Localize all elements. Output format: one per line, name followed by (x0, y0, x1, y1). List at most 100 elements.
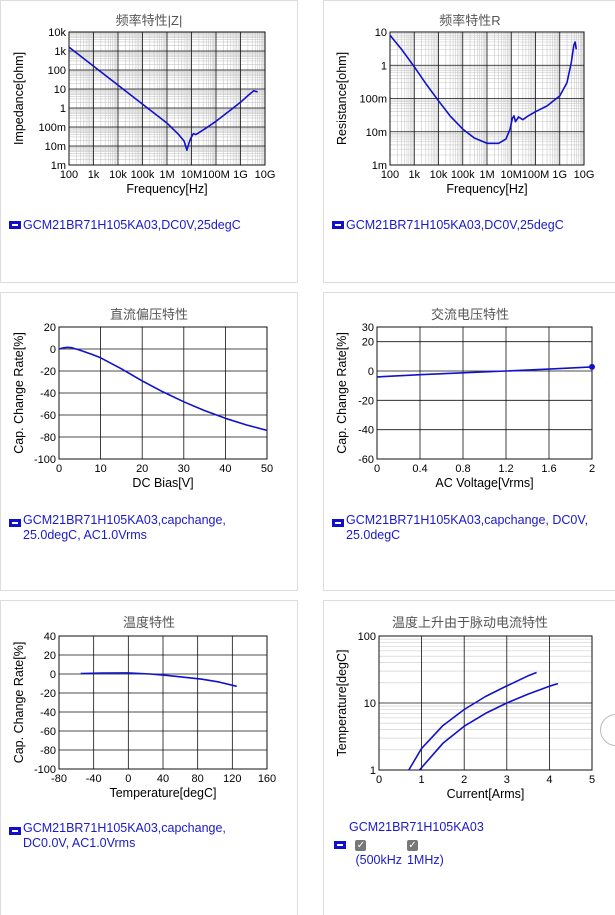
x-tick-label: 160 (258, 773, 276, 785)
x-tick-label: 40 (157, 773, 169, 785)
series-line-500kHz (408, 671, 537, 771)
x-axis-label: Current[Arms] (447, 787, 525, 801)
y-tick-label: -40 (40, 388, 56, 400)
x-tick-label: 0 (56, 463, 62, 475)
y-tick-label: -100 (34, 764, 56, 776)
legend-swatch-icon (332, 220, 344, 229)
x-tick-label: 100k (451, 169, 475, 181)
chart-panel-ac-voltage: 交流电压特性 0 0.4 0.8 1.2 1.6 2 30 20 0 -20 -40 -60 AC Vo… (323, 292, 615, 591)
y-tick-label: 20 (44, 650, 56, 662)
y-tick-label: -40 (40, 707, 56, 719)
plot-frame (58, 326, 268, 460)
legend-label-line2: 25.0degC, AC1.0Vrms (23, 528, 147, 542)
y-tick-label: -20 (358, 395, 374, 407)
y-axis-label: Cap. Change Rate[%] (335, 332, 349, 454)
ripple-temp-rise-chart: 0 1 2 3 4 5100101Current[Arms]Temperature[deg… (335, 631, 595, 801)
y-tick-label: -20 (40, 366, 56, 378)
plot-frame (389, 31, 585, 166)
chart-legend[interactable]: GCM21BR71H105KA03,DC0V,25degC (9, 218, 241, 233)
x-tick-label: 1M (479, 169, 494, 181)
y-tick-label: 10 (54, 84, 66, 96)
x-tick-label: 10 (94, 463, 106, 475)
series-line-0 (68, 46, 258, 151)
x-axis-label: AC Voltage[Vrms] (435, 476, 533, 490)
chart-panel-resistance: 频率特性R 100 1k 10k 100k 1M 10M 100M 1G 10G 10 1 100m 1… (323, 0, 615, 283)
x-tick-label: 3 (504, 774, 510, 786)
x-tick-label: 1.6 (541, 463, 556, 475)
legend-swatch-icon (332, 519, 344, 527)
y-tick-label: 1m (51, 160, 66, 172)
x-tick-label: 0.8 (455, 463, 470, 475)
chart-panel-dc-bias: 直流偏压特性 0 10 20 30 40 50 20 0 -20 -40 -60 -80 -100 DC … (0, 292, 298, 591)
x-tick-label: 0 (125, 773, 131, 785)
legend-item-1mhz: 1MHz) (406, 853, 444, 867)
y-tick-label: -60 (40, 410, 56, 422)
chart-legend[interactable]: GCM21BR71H105KA03,capchange, 25.0degC, AC… (9, 513, 226, 543)
chart-legend[interactable]: GCM21BR71H105KA03,capchange, DC0V, 25.0de… (332, 513, 588, 543)
chart-legend-items[interactable]: ✓ (500kHz ✓ 1MHz) (334, 838, 455, 868)
chart-title: 直流偏压特性 (109, 307, 188, 322)
y-tick-label: -80 (40, 432, 56, 444)
y-tick-label: 10k (48, 27, 66, 39)
y-tick-label: -60 (40, 726, 56, 738)
y-tick-label: 100 (48, 65, 66, 77)
y-axis-label: Temperature[degC] (335, 649, 349, 756)
legend-checkbox-500khz[interactable]: ✓ (355, 840, 367, 852)
legend-label-line2: 25.0degC (346, 528, 401, 542)
y-tick-label: 100 (358, 631, 376, 643)
x-tick-label: 10k (109, 169, 127, 181)
chart-title: 温度特性 (122, 615, 175, 630)
legend-swatch-icon (9, 220, 21, 229)
x-tick-label: 10M (501, 169, 522, 181)
y-tick-label: 100m (38, 122, 66, 134)
chart-panel-temperature: 温度特性 -80 -40 0 40 80 120 160 40 20 0 -20 -40 -60 -80-… (0, 600, 298, 915)
y-tick-label: 0 (50, 344, 56, 356)
x-tick-label: 100M (522, 169, 550, 181)
x-tick-label: 100 (381, 169, 399, 181)
y-tick-label: -40 (358, 425, 374, 437)
y-tick-label: 100m (359, 94, 387, 106)
chart-legend[interactable]: GCM21BR71H105KA03,DC0V,25degC (332, 218, 564, 233)
legend-label-line1: GCM21BR71H105KA03,capchange, DC0V, (346, 513, 589, 527)
x-tick-label: 10G (574, 169, 595, 181)
y-axis-label: Resistance[ohm] (335, 52, 349, 145)
x-tick-label: 2 (461, 774, 467, 786)
y-tick-label: 30 (362, 322, 374, 334)
series-line-0 (58, 346, 268, 432)
plot-area (377, 327, 592, 459)
chart-title: 频率特性R (439, 13, 501, 28)
y-axis-label: Impedance[ohm] (12, 52, 26, 145)
x-tick-label: 20 (136, 463, 148, 475)
y-axis-label: Cap. Change Rate[%] (12, 332, 26, 454)
series-line-0 (389, 34, 578, 145)
x-tick-label: 50 (261, 463, 273, 475)
y-tick-label: 40 (44, 631, 56, 643)
y-tick-label: 1 (370, 765, 376, 777)
chart-panel-ripple-temp-rise: 温度上升由于脉动电流特性 0 1 2 3 4 5 100 10 1 Current[Arms] Te… (323, 600, 615, 915)
chart-legend[interactable]: GCM21BR71H105KA03,capchange, DC0.0V, AC1.… (9, 821, 226, 851)
x-tick-label: 0 (374, 463, 380, 475)
x-tick-label: 80 (192, 773, 204, 785)
y-tick-label: 10m (366, 127, 387, 139)
plot-frame (378, 635, 593, 771)
series-line-0 (80, 672, 237, 688)
legend-checkbox-1mhz[interactable]: ✓ (406, 840, 418, 852)
x-tick-label: 1 (419, 774, 425, 786)
legend-label: GCM21BR71H105KA03,DC0V,25degC (346, 218, 564, 232)
y-tick-label: -80 (40, 745, 56, 757)
plot-frame (68, 31, 266, 166)
x-tick-label: 10M (181, 169, 202, 181)
x-tick-label: 0 (376, 774, 382, 786)
x-axis-label: Temperature[degC] (109, 786, 216, 800)
y-tick-label: 1m (372, 160, 387, 172)
resistance-chart: 100 1k 10k 100k 1M 10M 100M 1G 10G 10 1 100m 10m 1m Fr… (335, 27, 595, 196)
impedance-chart: 100 1k 10k 100k 1M 10M 100M 1G 10G 10k 1k 100 10 1 100… (12, 27, 275, 196)
legend-swatch-icon (334, 840, 346, 849)
chart-legend[interactable]: GCM21BR71H105KA03 (349, 820, 484, 835)
y-tick-label: 20 (44, 322, 56, 334)
legend-label: GCM21BR71H105KA03,DC0V,25degC (23, 218, 241, 232)
x-tick-label: 1k (88, 169, 100, 181)
chart-panel-impedance: 频率特性|Z| 100 1k 10k 100k 1M 10M 100M 1G 10G 10k 1k 1… (0, 0, 298, 283)
legend-label-line1: GCM21BR71H105KA03,capchange, (23, 821, 226, 835)
x-tick-label: 10k (430, 169, 448, 181)
